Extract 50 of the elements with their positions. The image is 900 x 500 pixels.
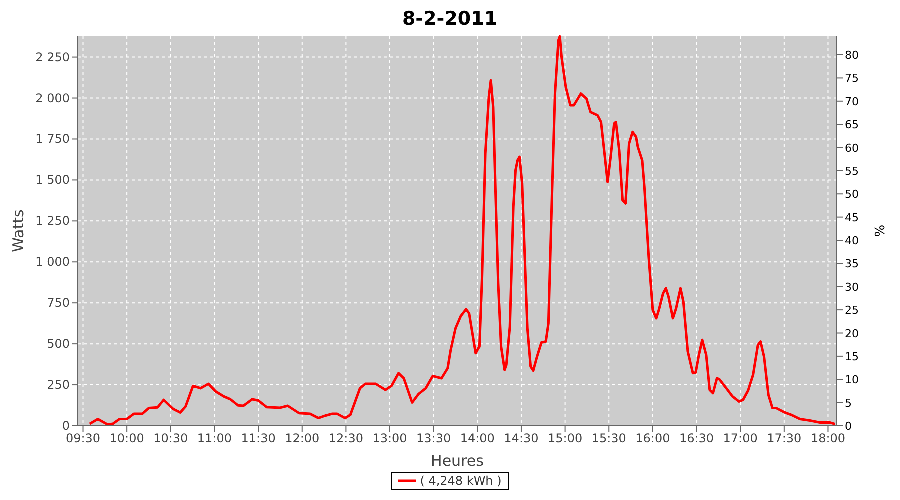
y2-tick-label: 35 bbox=[845, 258, 859, 271]
y-tick-label: 2 250 bbox=[36, 50, 70, 64]
x-tick-label: 14:00 bbox=[460, 432, 495, 446]
x-axis-title: Heures bbox=[431, 452, 484, 470]
y2-tick-label: 55 bbox=[845, 164, 859, 178]
y-tick-label: 1 500 bbox=[36, 173, 70, 188]
x-tick-label: 15:30 bbox=[592, 432, 626, 446]
y-tick-label: 500 bbox=[47, 337, 70, 352]
y2-tick-label: 65 bbox=[845, 118, 859, 132]
y-axis-title: Watts bbox=[9, 210, 28, 252]
x-tick-label: 10:00 bbox=[110, 432, 144, 446]
y2-tick-label: 5 bbox=[845, 396, 852, 410]
y2-tick-label: 70 bbox=[845, 95, 859, 108]
y2-tick-label: 0 bbox=[845, 420, 852, 433]
x-tick-label: 12:00 bbox=[285, 432, 320, 446]
y-tick-label: 1 250 bbox=[36, 214, 70, 228]
y2-tick-label: 10 bbox=[845, 374, 859, 387]
x-tick-label: 17:30 bbox=[767, 432, 802, 446]
x-tick-label: 11:00 bbox=[197, 432, 232, 446]
y2-tick-label: 40 bbox=[845, 234, 859, 248]
legend-label: ( 4,248 kWh ) bbox=[420, 474, 502, 488]
y-tick-label: 1 000 bbox=[36, 255, 70, 270]
y2-tick-label: 15 bbox=[845, 350, 859, 364]
y2-tick-label: 20 bbox=[845, 327, 859, 340]
y2-tick-label: 60 bbox=[845, 142, 859, 155]
x-tick-label: 11:30 bbox=[241, 432, 276, 446]
y2-tick-label: 45 bbox=[845, 211, 859, 224]
y-tick-label: 1 750 bbox=[36, 132, 70, 146]
y-tick-label: 2 000 bbox=[36, 91, 70, 106]
x-tick-label: 16:30 bbox=[679, 432, 714, 446]
x-tick-label: 18:00 bbox=[810, 432, 846, 446]
x-tick-label: 09:30 bbox=[66, 432, 101, 446]
x-tick-label: 13:00 bbox=[372, 432, 408, 446]
y-tick-label: 250 bbox=[47, 378, 70, 392]
x-tick-label: 16:00 bbox=[636, 432, 670, 446]
chart-title: 8-2-2011 bbox=[401, 8, 499, 32]
y2-tick-label: 30 bbox=[845, 280, 859, 294]
y2-tick-label: 80 bbox=[845, 49, 859, 62]
x-tick-label: 15:00 bbox=[548, 432, 583, 446]
y2-tick-label: 50 bbox=[845, 188, 859, 202]
x-tick-label: 12:30 bbox=[328, 432, 364, 446]
y-tick-label: 0 bbox=[62, 419, 70, 433]
y2-tick-label: 75 bbox=[845, 72, 859, 86]
x-tick-label: 10:30 bbox=[154, 432, 188, 446]
y-tick-label: 750 bbox=[47, 296, 70, 310]
y2-tick-label: 25 bbox=[845, 304, 859, 318]
x-tick-label: 17:00 bbox=[723, 432, 758, 446]
x-tick-label: 13:30 bbox=[416, 432, 452, 446]
x-tick-label: 14:30 bbox=[504, 432, 539, 446]
y2-axis-title: % bbox=[874, 224, 889, 238]
